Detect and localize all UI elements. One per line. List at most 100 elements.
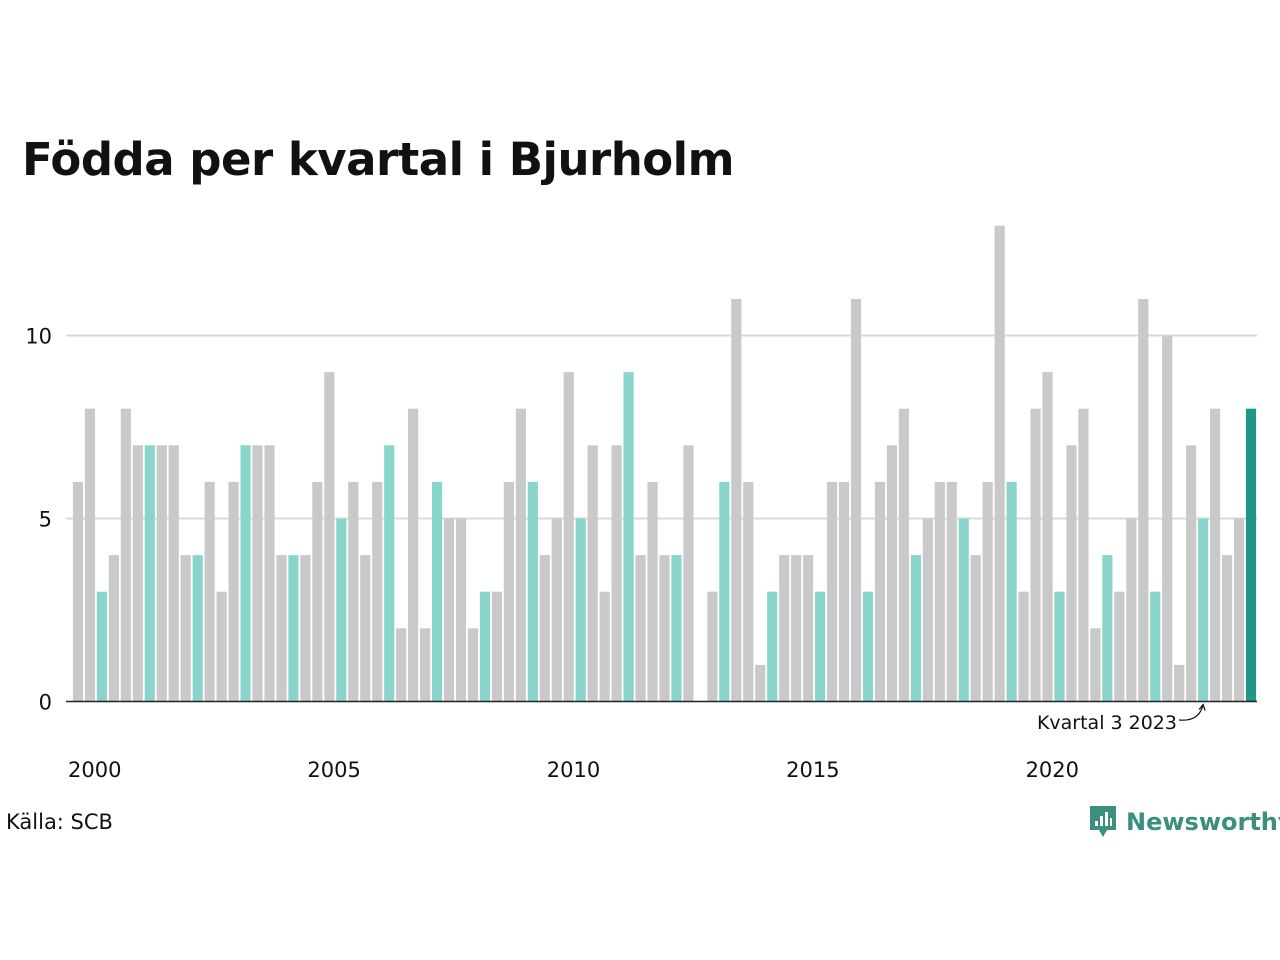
bar xyxy=(539,555,550,702)
bar xyxy=(659,555,670,702)
bar xyxy=(970,555,981,702)
y-tick-label: 0 xyxy=(39,691,52,715)
bar xyxy=(120,408,131,702)
bar xyxy=(1078,408,1089,702)
bar xyxy=(1233,518,1245,702)
bar xyxy=(815,591,826,702)
bar xyxy=(611,445,622,702)
bar xyxy=(719,481,730,702)
bars xyxy=(72,225,1257,702)
bar xyxy=(803,555,814,702)
bar xyxy=(1054,591,1065,702)
bar xyxy=(108,555,119,702)
bar xyxy=(587,445,598,702)
bar xyxy=(1090,628,1101,702)
bar xyxy=(204,481,215,702)
bar xyxy=(1066,445,1077,702)
bar xyxy=(431,481,443,702)
bar xyxy=(599,591,610,702)
bar xyxy=(396,628,407,702)
bar xyxy=(216,591,227,702)
bar xyxy=(264,445,275,702)
bar xyxy=(503,481,514,702)
bar xyxy=(384,445,395,702)
bar xyxy=(96,591,108,702)
bar xyxy=(707,591,718,702)
bar xyxy=(958,518,969,702)
bar xyxy=(1138,298,1149,702)
bar xyxy=(826,481,838,702)
bar xyxy=(1210,408,1221,702)
bar xyxy=(575,518,586,702)
bar xyxy=(515,408,526,702)
bar xyxy=(288,555,299,702)
bar xyxy=(946,481,957,702)
bar xyxy=(779,555,790,702)
bar xyxy=(252,445,263,702)
newsworthy-logo-icon xyxy=(1090,806,1116,837)
bar xyxy=(1006,481,1017,702)
bar xyxy=(443,518,455,702)
bar xyxy=(982,481,993,702)
bar xyxy=(324,372,335,702)
newsworthy-logo: Newsworthy xyxy=(1088,804,1280,840)
x-tick-label: 2010 xyxy=(547,758,600,782)
bar xyxy=(838,481,850,702)
annotation-arrowhead xyxy=(1198,703,1206,711)
bar xyxy=(408,408,419,702)
bar xyxy=(862,591,874,702)
bar xyxy=(1198,518,1209,702)
bar xyxy=(276,555,287,702)
x-tick-label: 2020 xyxy=(1026,758,1079,782)
bar xyxy=(192,555,203,702)
bar xyxy=(1162,335,1173,702)
bar xyxy=(886,445,898,702)
y-tick-label: 5 xyxy=(39,508,52,532)
bar-chart: 0 5 10 2000 2005 2010 2015 2020 Kvartal 3 2023 xyxy=(25,225,1257,782)
bar xyxy=(84,408,96,702)
bar xyxy=(671,555,682,702)
bar xyxy=(312,481,323,702)
bar xyxy=(180,555,191,702)
bar xyxy=(1126,518,1137,702)
bar xyxy=(228,481,239,702)
bar xyxy=(240,445,251,702)
bar xyxy=(683,445,694,702)
bar xyxy=(1030,408,1041,702)
bar xyxy=(1114,591,1125,702)
bar xyxy=(623,372,634,702)
bar xyxy=(850,298,862,702)
y-tick-label: 10 xyxy=(25,325,52,349)
annotation-label: Kvartal 3 2023 xyxy=(1037,712,1177,734)
bar xyxy=(910,555,921,702)
bar xyxy=(1186,445,1197,702)
bar xyxy=(72,481,84,702)
bar xyxy=(1042,372,1053,702)
bar xyxy=(791,555,802,702)
annotation: Kvartal 3 2023 xyxy=(1037,703,1206,734)
annotation-arrow xyxy=(1178,704,1204,721)
bar xyxy=(934,481,945,702)
bar xyxy=(420,628,431,702)
bar xyxy=(874,481,886,702)
bar xyxy=(168,445,179,702)
x-tick-label: 2015 xyxy=(786,758,839,782)
bar xyxy=(743,481,754,702)
x-tick-label: 2000 xyxy=(68,758,121,782)
bar xyxy=(731,298,742,702)
brand-name: Newsworthy xyxy=(1126,808,1280,836)
bar xyxy=(360,555,371,702)
bar xyxy=(132,445,143,702)
bar xyxy=(635,555,646,702)
bar xyxy=(551,518,562,702)
bar xyxy=(1018,591,1029,702)
bar xyxy=(144,445,155,702)
bar xyxy=(647,481,658,702)
bar xyxy=(994,225,1005,702)
bar xyxy=(372,481,383,702)
bar xyxy=(898,408,909,702)
bar xyxy=(455,518,467,702)
bar xyxy=(922,518,933,702)
bar xyxy=(348,481,359,702)
bar xyxy=(300,555,311,702)
